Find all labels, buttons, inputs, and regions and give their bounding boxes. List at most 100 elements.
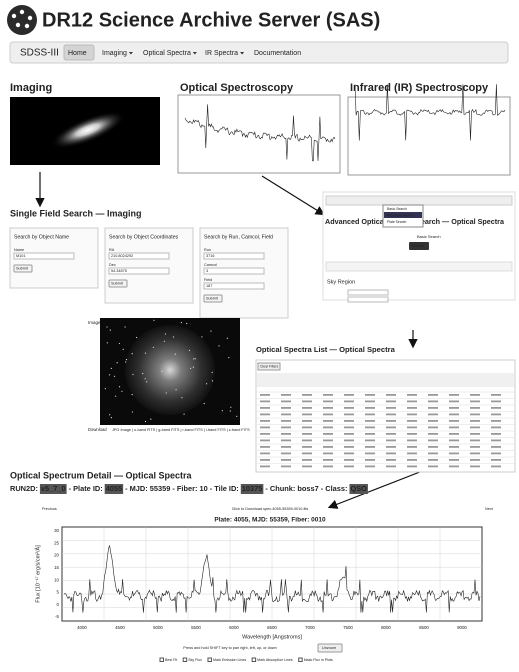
input — [348, 297, 388, 302]
input[interactable] — [204, 283, 264, 289]
link[interactable]: Click to Download spec-4055-55359-0010.f… — [232, 507, 309, 511]
star — [115, 396, 116, 397]
logo-dot — [16, 23, 20, 27]
cell-text — [428, 394, 438, 396]
meta: RUN2D: — [10, 484, 38, 493]
cell-text — [323, 394, 333, 396]
cell-text — [344, 440, 354, 442]
cell-text — [344, 414, 354, 416]
star — [123, 349, 124, 350]
cell-text — [449, 459, 459, 461]
cell-text — [260, 420, 270, 422]
star — [204, 403, 205, 404]
cell-text — [428, 446, 438, 448]
checkbox[interactable] — [299, 658, 303, 662]
button-label[interactable]: Clear Filters — [260, 364, 279, 368]
cell-text — [365, 466, 375, 468]
link[interactable]: Basic Search — [417, 234, 441, 239]
cell-text — [407, 401, 417, 403]
nav-item[interactable]: Optical Spectra — [143, 50, 191, 57]
star — [125, 361, 126, 362]
star — [201, 336, 202, 337]
star — [228, 357, 229, 358]
cell-text — [428, 401, 438, 403]
nav-item[interactable]: Documentation — [254, 50, 301, 57]
cell-text — [386, 466, 396, 468]
star — [117, 362, 118, 363]
star — [142, 373, 143, 374]
logo — [7, 5, 37, 35]
checkbox[interactable] — [252, 658, 256, 662]
cell-text — [260, 459, 270, 461]
logo-dot — [20, 10, 24, 14]
input[interactable] — [204, 268, 264, 274]
option-label[interactable]: Best Fit — [165, 658, 177, 662]
cell-text — [428, 427, 438, 429]
y-tick-label: 20 — [54, 553, 59, 558]
cell-text — [302, 427, 312, 429]
meta: 4055 — [106, 484, 122, 493]
cell-text — [428, 420, 438, 422]
cell-text — [449, 420, 459, 422]
section-heading: Infrared (IR) Spectroscopy — [350, 82, 489, 94]
axis-label: Flux [10⁻¹⁷ erg/s/cm²/Å] — [34, 545, 41, 603]
cell-text — [491, 420, 501, 422]
option-label[interactable]: Mask Flux in Plots — [304, 658, 333, 662]
link[interactable]: Next — [485, 507, 494, 511]
menu-item[interactable]: Plate Search — [387, 220, 407, 224]
cell-text — [344, 433, 354, 435]
cell-text — [407, 407, 417, 409]
section-heading: Optical Spectroscopy — [180, 82, 294, 94]
input-value: 210.8024292 — [111, 254, 133, 258]
cell-text — [407, 433, 417, 435]
x-tick-label: 6500 — [267, 625, 277, 630]
star — [121, 391, 122, 392]
star — [111, 368, 112, 369]
y-tick-label: 25 — [54, 540, 59, 545]
button-label[interactable]: Submit — [16, 267, 29, 271]
checkbox[interactable] — [208, 658, 212, 662]
link[interactable]: Previous — [42, 507, 57, 511]
nav-brand: SDSS-III — [20, 48, 59, 59]
cell-text — [449, 453, 459, 455]
star — [107, 342, 108, 343]
cell-text — [470, 446, 480, 448]
cell-text — [365, 394, 375, 396]
option-label[interactable]: Mark Absorption Lines — [257, 658, 293, 662]
meta: 10375 — [242, 484, 263, 493]
cell-text — [365, 420, 375, 422]
menu-item[interactable]: Basic Search — [387, 207, 407, 211]
cell-text — [386, 420, 396, 422]
nav-item[interactable]: Imaging — [102, 50, 127, 57]
cell-text — [365, 446, 375, 448]
cell-text — [344, 427, 354, 429]
option-label[interactable]: Mark Emission Lines — [213, 658, 246, 662]
option-label[interactable]: Sky Flux — [188, 658, 202, 662]
button-label[interactable]: Unzoom — [322, 646, 336, 650]
logo-dot — [25, 24, 29, 28]
cell-text — [281, 420, 291, 422]
adv-filters — [326, 262, 512, 271]
cell-text — [281, 407, 291, 409]
section-label: Sky Region — [327, 279, 355, 285]
star — [183, 414, 184, 415]
button-label[interactable]: Submit — [111, 282, 124, 286]
download-links[interactable]: JPG Image | u-band FITS | g-band FITS | … — [112, 428, 250, 432]
button-label[interactable]: Submit — [206, 297, 219, 301]
menu-item[interactable]: Advanced Search — [387, 213, 414, 217]
star — [153, 347, 154, 348]
nav-item[interactable]: IR Spectra — [205, 50, 238, 57]
cell-text — [449, 394, 459, 396]
star — [218, 345, 219, 346]
star — [145, 378, 146, 379]
meta: v5_7_0 — [41, 484, 66, 493]
cell-text — [302, 401, 312, 403]
star — [175, 389, 176, 390]
star — [132, 411, 133, 412]
input-value: 54.34875 — [111, 269, 127, 273]
nav-item[interactable]: Home — [68, 50, 87, 57]
checkbox[interactable] — [160, 658, 164, 662]
cell-text — [281, 401, 291, 403]
button-label[interactable]: Submit — [412, 244, 423, 248]
checkbox[interactable] — [183, 658, 187, 662]
